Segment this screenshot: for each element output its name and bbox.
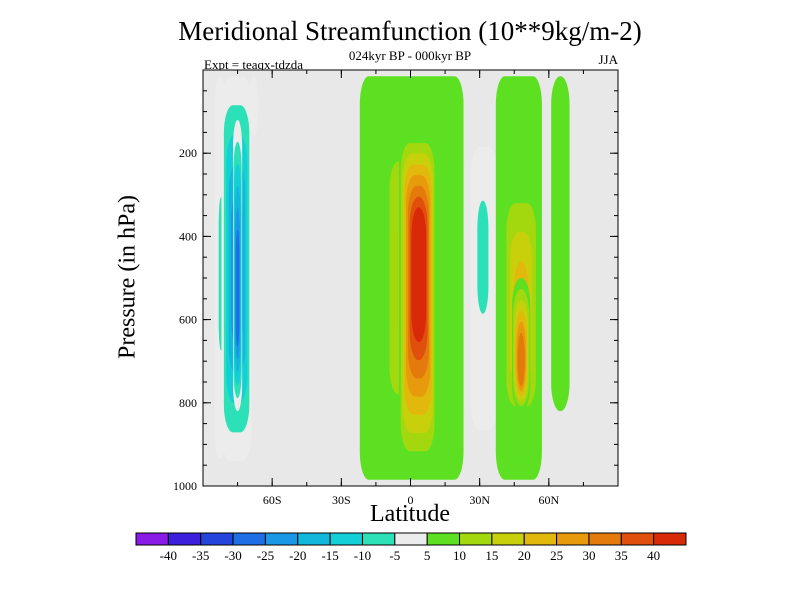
colorbar-label: 25 — [550, 548, 563, 563]
colorbar-label: -15 — [321, 548, 338, 563]
colorbar-swatch — [394, 532, 428, 546]
colorbar-swatch — [297, 532, 331, 546]
y-tick-label: 200 — [179, 146, 197, 160]
colorbar-swatch — [459, 532, 493, 546]
colorbar-label: -5 — [389, 548, 400, 563]
x-tick-label: 60N — [538, 493, 559, 507]
colorbar-swatch — [200, 532, 234, 546]
x-axis-label: Latitude — [370, 501, 450, 527]
colorbar-label: -25 — [257, 548, 274, 563]
colorbar-swatch — [491, 532, 525, 546]
experiment-label: Expt = teaqx-tdzda — [204, 57, 304, 72]
contour-field-3-level-0 — [249, 76, 259, 137]
chart-subtitle: 024kyr BP - 000kyr BP — [348, 48, 472, 63]
colorbar-label: 15 — [485, 548, 498, 563]
colorbar-label: 30 — [582, 548, 595, 563]
y-tick-label: 1000 — [173, 479, 197, 493]
colorbar-label: -40 — [160, 548, 177, 563]
colorbar-label: 20 — [518, 548, 531, 563]
contour-field-10-level-5 — [517, 332, 525, 387]
colorbar-label: -30 — [224, 548, 241, 563]
contour-field-6-level-7 — [411, 207, 427, 343]
y-tick-label: 600 — [179, 313, 197, 327]
contour-field-2-level-5 — [235, 229, 240, 347]
colorbar-swatch — [264, 532, 299, 546]
x-tick-label: 60S — [263, 493, 282, 507]
colorbar-swatch — [556, 532, 590, 546]
colorbar-label: -10 — [354, 548, 371, 563]
colorbar-swatch — [135, 532, 169, 546]
chart-title: Meridional Streamfunction (10**9kg/m-2) — [178, 16, 642, 46]
colorbar-swatch — [588, 532, 622, 546]
x-tick-label: 30N — [469, 493, 490, 507]
contour-field-7-level-1 — [477, 200, 489, 314]
colorbar-label: -35 — [192, 548, 209, 563]
colorbar-swatch — [361, 532, 396, 546]
colorbar-swatch — [232, 532, 266, 546]
colorbar-swatch — [523, 532, 558, 546]
colorbar-label: 35 — [615, 548, 628, 563]
y-tick-label: 400 — [179, 229, 197, 243]
colorbar-label: 10 — [453, 548, 466, 563]
season-label: JJA — [598, 52, 618, 67]
colorbar-swatch — [653, 532, 687, 546]
colorbar-label: -20 — [289, 548, 306, 563]
y-tick-label: 800 — [179, 396, 197, 410]
colorbar-swatch — [329, 532, 363, 546]
colorbar-swatch — [167, 532, 202, 546]
colorbar-label: 40 — [647, 548, 660, 563]
colorbar-swatch — [620, 532, 655, 546]
colorbar-swatch — [426, 532, 461, 546]
x-tick-label: 0 — [408, 493, 414, 507]
x-tick-label: 30S — [332, 493, 351, 507]
colorbar-label: 5 — [424, 548, 431, 563]
contour-field-11-level-0 — [551, 76, 570, 412]
